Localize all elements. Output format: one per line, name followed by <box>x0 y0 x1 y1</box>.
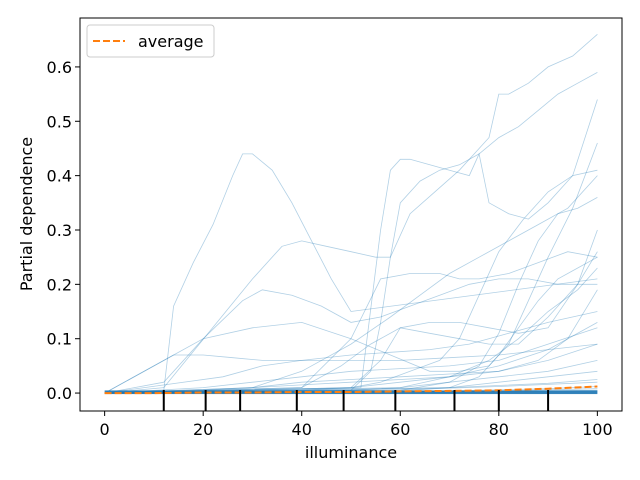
individual-line-0 <box>104 153 598 394</box>
y-tick-label-5: 0.5 <box>47 112 72 131</box>
individual-line-5 <box>104 142 598 394</box>
x-tick-label-0: 0 <box>100 420 110 439</box>
average-line-group <box>104 385 598 395</box>
legend-box <box>86 24 215 58</box>
x-tick-label-3: 60 <box>390 420 410 439</box>
individual-line-8 <box>104 175 598 394</box>
y-tick-label-6: 0.6 <box>47 58 72 77</box>
y-axis-ticks: 0.0 0.1 0.2 0.3 0.4 0.5 0.6 <box>47 58 80 403</box>
x-tick-label-1: 20 <box>193 420 213 439</box>
y-tick-label-3: 0.3 <box>47 221 72 240</box>
legend: average <box>86 24 215 58</box>
legend-average-label: average <box>138 32 204 51</box>
y-tick-label-4: 0.4 <box>47 167 72 186</box>
individual-line-2 <box>104 72 598 394</box>
individual-line-6 <box>104 251 598 394</box>
individual-line-9 <box>104 311 598 394</box>
y-axis-label: Partial dependence <box>17 137 36 291</box>
individual-line-15 <box>104 327 598 394</box>
individual-line-3 <box>104 99 598 394</box>
individual-line-10 <box>104 197 598 394</box>
x-axis-ticks: 0 20 40 60 80 100 <box>100 411 613 439</box>
individual-line-14 <box>104 256 598 394</box>
individual-line-4 <box>104 278 598 394</box>
individual-line-13 <box>104 251 598 394</box>
x-tick-label-2: 40 <box>292 420 312 439</box>
x-tick-label-5: 100 <box>582 420 613 439</box>
individual-line-1 <box>104 33 598 394</box>
plot-frame <box>79 17 623 412</box>
individual-line-16 <box>104 289 598 394</box>
y-tick-label-1: 0.1 <box>47 330 72 349</box>
individual-line-11 <box>104 229 598 394</box>
y-tick-label-2: 0.2 <box>47 275 72 294</box>
average-line <box>104 385 598 395</box>
x-tick-label-4: 80 <box>489 420 509 439</box>
individual-line-7 <box>104 169 598 394</box>
rug-marks-group <box>162 390 550 411</box>
y-tick-label-0: 0.0 <box>47 384 72 403</box>
individual-line-18 <box>104 322 598 394</box>
individual-line-20 <box>104 360 598 394</box>
x-axis-label: illuminance <box>305 443 397 462</box>
individual-line-17 <box>104 267 598 394</box>
individual-line-19 <box>104 343 598 394</box>
individual-lines-group <box>104 33 598 395</box>
individual-line-12 <box>104 343 598 394</box>
